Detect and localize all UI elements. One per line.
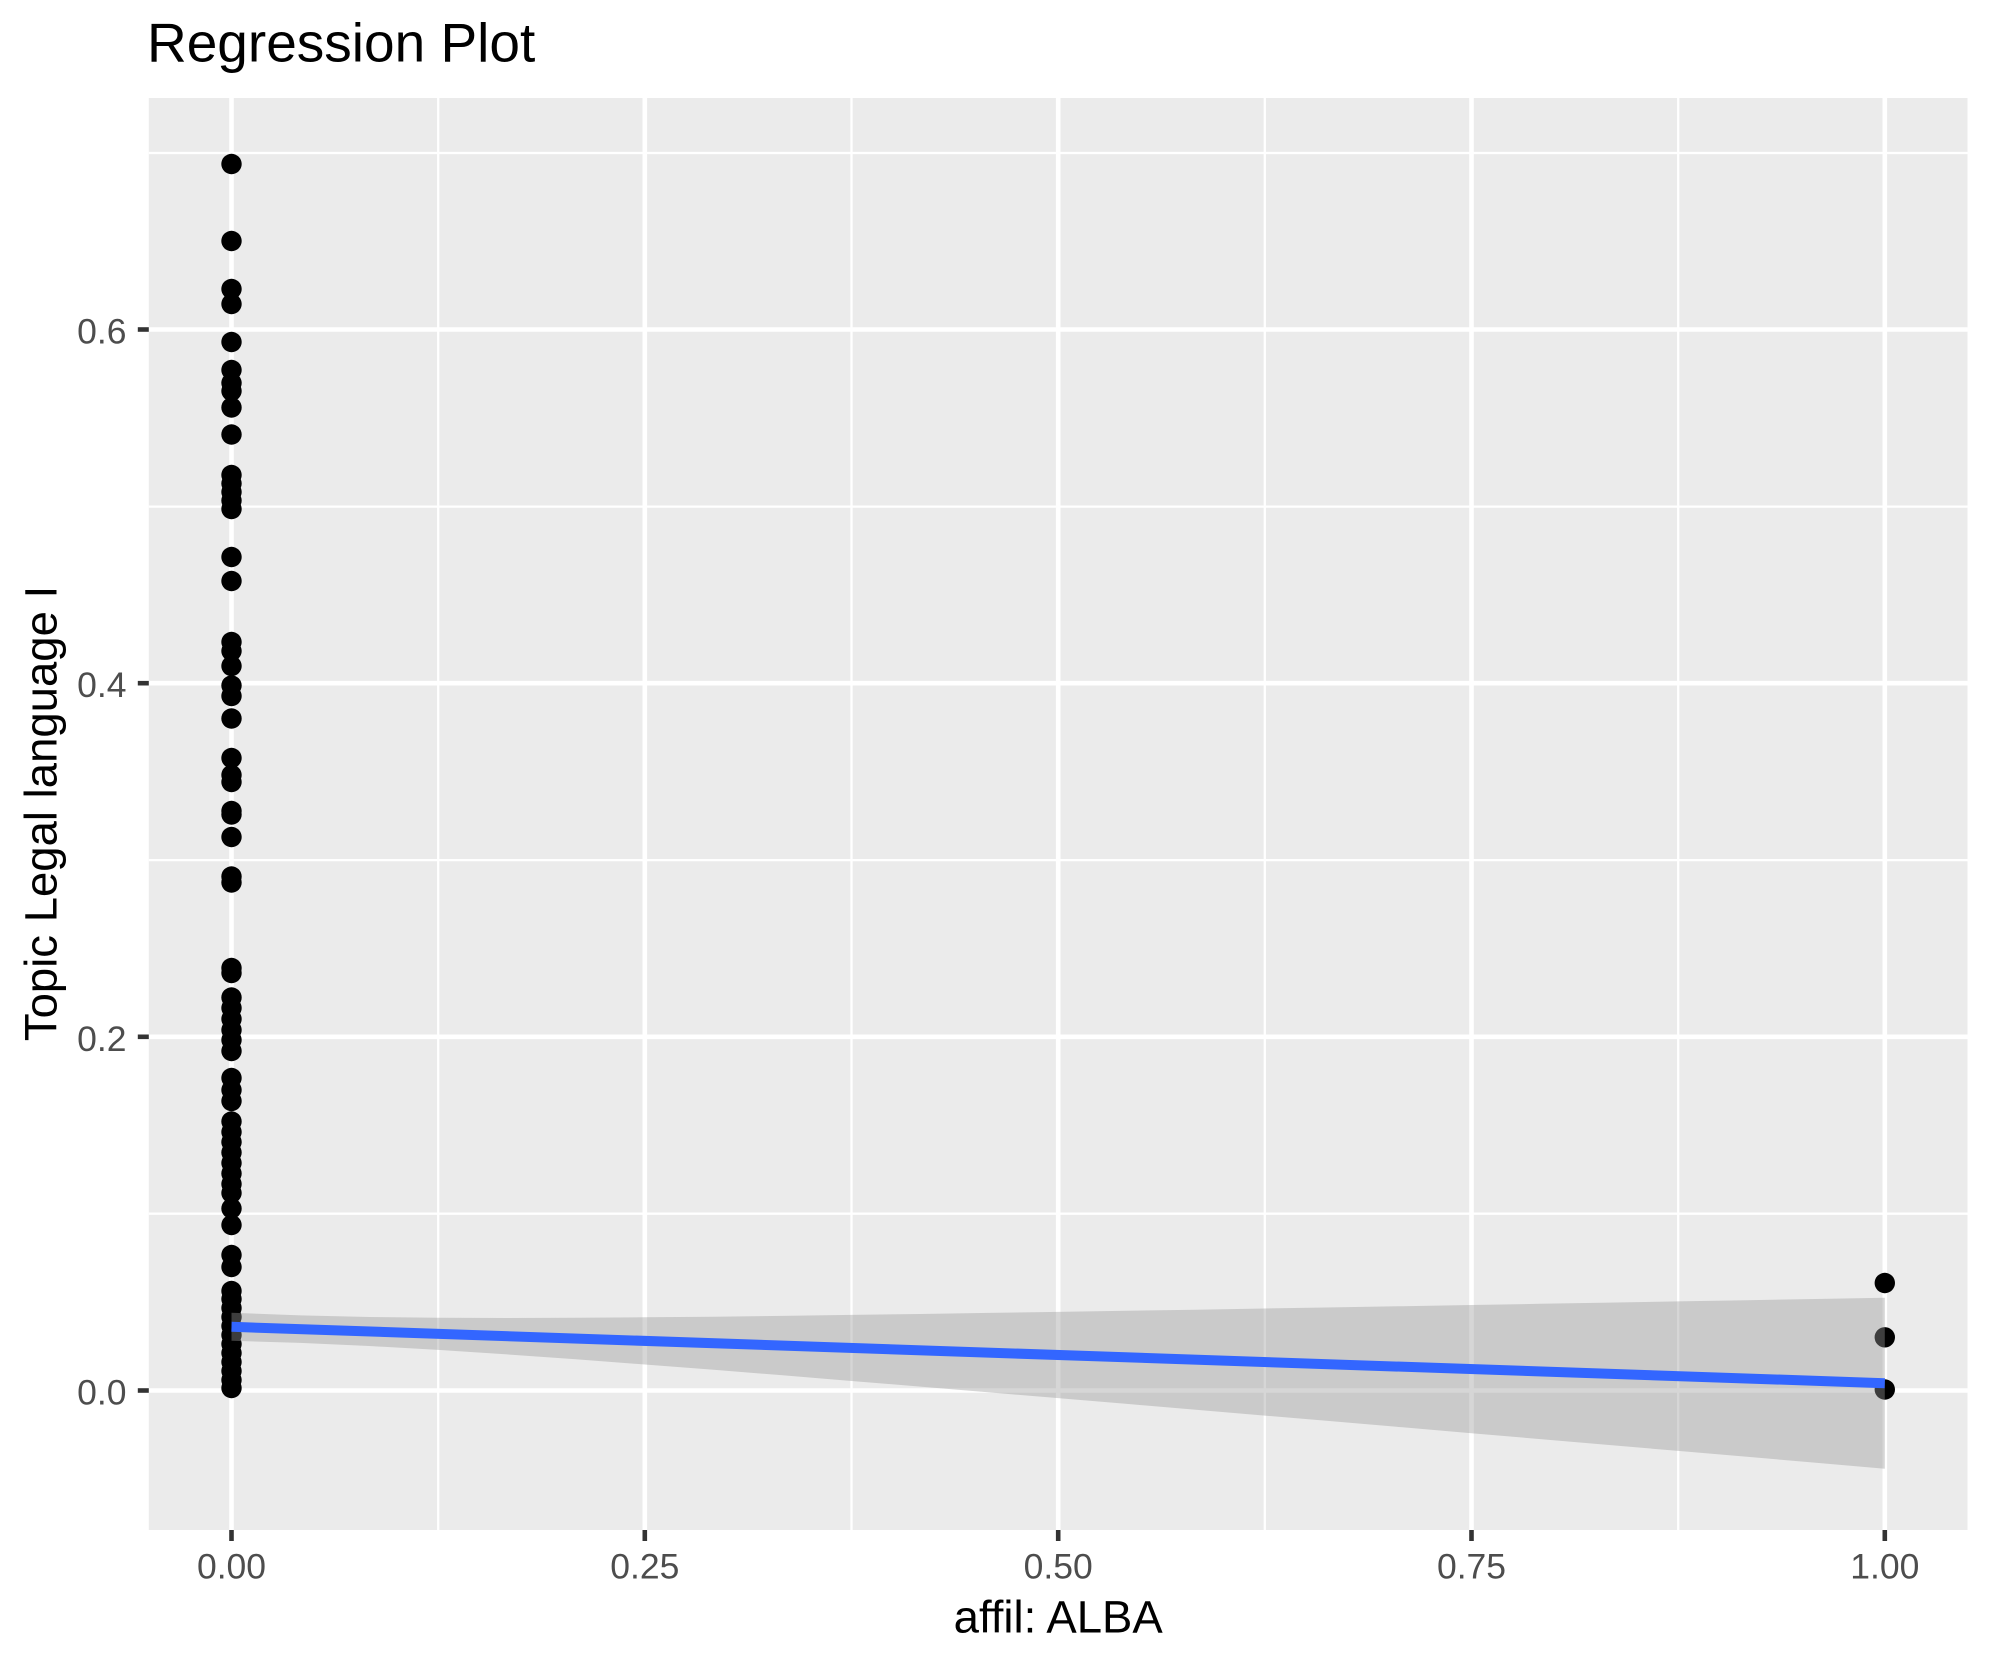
svg-text:0.25: 0.25 — [610, 1547, 679, 1587]
svg-text:0.75: 0.75 — [1437, 1547, 1506, 1587]
svg-text:0.50: 0.50 — [1024, 1547, 1093, 1587]
svg-text:0.4: 0.4 — [77, 665, 126, 705]
svg-text:affil: ALBA: affil: ALBA — [954, 1592, 1164, 1643]
svg-text:Regression Plot: Regression Plot — [147, 12, 535, 74]
svg-text:0.6: 0.6 — [77, 312, 126, 352]
svg-text:0.2: 0.2 — [77, 1019, 126, 1059]
svg-text:1.00: 1.00 — [1850, 1547, 1919, 1587]
svg-text:0.0: 0.0 — [77, 1373, 126, 1413]
svg-text:0.00: 0.00 — [197, 1547, 266, 1587]
svg-text:Topic Legal language I: Topic Legal language I — [15, 586, 66, 1041]
